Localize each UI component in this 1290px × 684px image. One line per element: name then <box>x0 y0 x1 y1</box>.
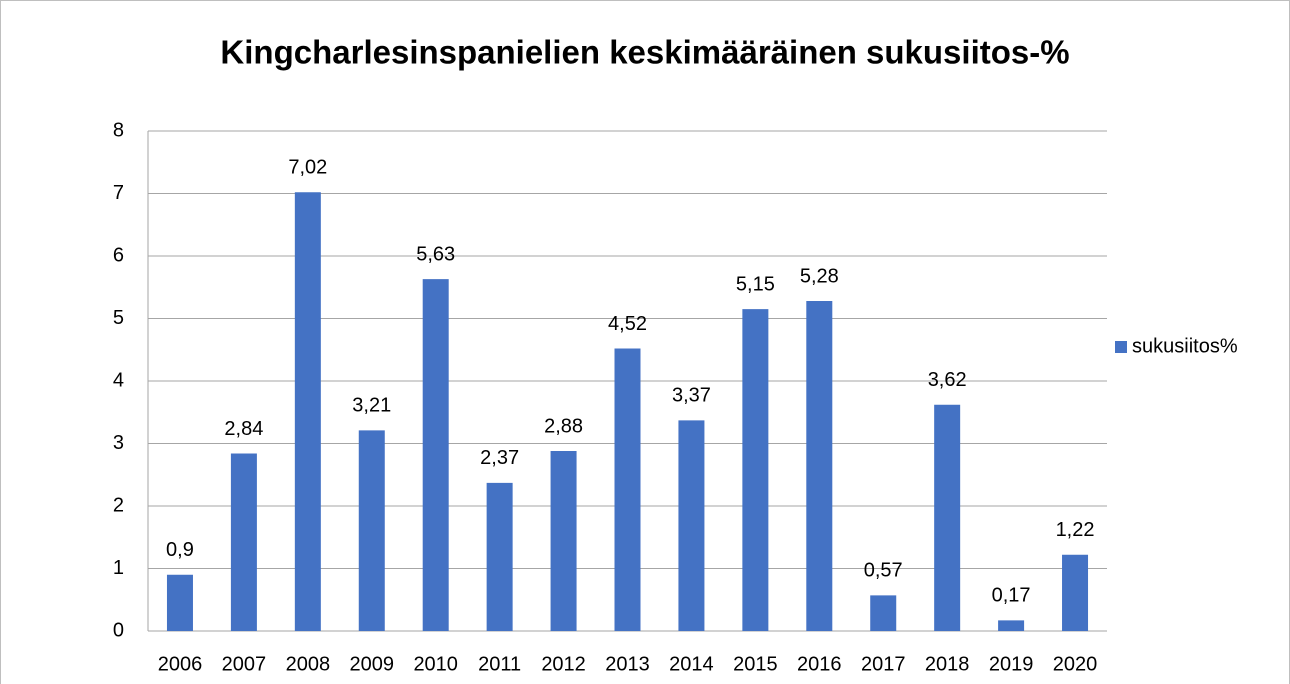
x-tick-label: 2006 <box>158 653 203 675</box>
x-tick-label: 2007 <box>222 653 267 675</box>
bar <box>550 451 577 631</box>
y-tick-label: 1 <box>113 557 124 579</box>
y-tick-label: 3 <box>113 432 124 454</box>
data-label: 2,88 <box>544 415 583 437</box>
data-label: 0,57 <box>864 560 903 582</box>
data-label: 3,62 <box>928 369 967 391</box>
x-tick-label: 2013 <box>605 653 650 675</box>
y-tick-label: 7 <box>113 182 124 204</box>
data-label: 2,84 <box>224 418 263 440</box>
data-label: 5,15 <box>736 273 775 295</box>
data-label: 2,37 <box>480 447 519 469</box>
bar <box>486 482 513 631</box>
y-tick-label: 8 <box>113 119 124 141</box>
x-tick-label: 2010 <box>413 653 458 675</box>
y-tick-label: 2 <box>113 494 124 516</box>
bar <box>166 574 193 631</box>
x-tick-label: 2015 <box>733 653 778 675</box>
x-tick-label: 2011 <box>478 653 521 675</box>
bar <box>806 301 833 631</box>
bar <box>294 192 321 631</box>
x-tick-label: 2018 <box>925 653 970 675</box>
x-tick-label: 2009 <box>350 653 395 675</box>
bar <box>230 453 257 631</box>
bar <box>870 595 897 631</box>
data-label: 0,9 <box>166 539 194 561</box>
bar <box>1062 554 1089 631</box>
x-tick-label: 2012 <box>541 653 586 675</box>
x-tick-label: 2017 <box>861 653 906 675</box>
x-tick-label: 2020 <box>1053 653 1098 675</box>
bar <box>998 620 1025 631</box>
data-label: 0,17 <box>992 585 1031 607</box>
data-label: 7,02 <box>288 157 327 179</box>
y-tick-label: 4 <box>113 369 124 391</box>
x-tick-label: 2016 <box>797 653 842 675</box>
y-tick-label: 6 <box>113 244 124 266</box>
data-label: 5,28 <box>800 265 839 287</box>
chart-title: Kingcharlesinspanielien keskimääräinen s… <box>220 34 1069 71</box>
y-tick-label: 0 <box>113 619 124 641</box>
x-tick-label: 2014 <box>669 653 714 675</box>
data-label: 1,22 <box>1056 519 1095 541</box>
bar <box>358 430 385 631</box>
bar <box>934 404 961 631</box>
bar <box>422 279 449 631</box>
legend-swatch <box>1115 341 1127 353</box>
x-tick-label: 2008 <box>286 653 331 675</box>
data-label: 4,52 <box>608 313 647 335</box>
bar <box>742 309 769 631</box>
data-label: 3,37 <box>672 385 711 407</box>
legend-label: sukusiitos% <box>1132 335 1238 357</box>
x-tick-label: 2019 <box>989 653 1034 675</box>
bar <box>678 420 705 631</box>
y-tick-label: 5 <box>113 307 124 329</box>
data-label: 3,21 <box>352 395 391 417</box>
bar <box>614 348 641 631</box>
data-label: 5,63 <box>416 243 455 265</box>
